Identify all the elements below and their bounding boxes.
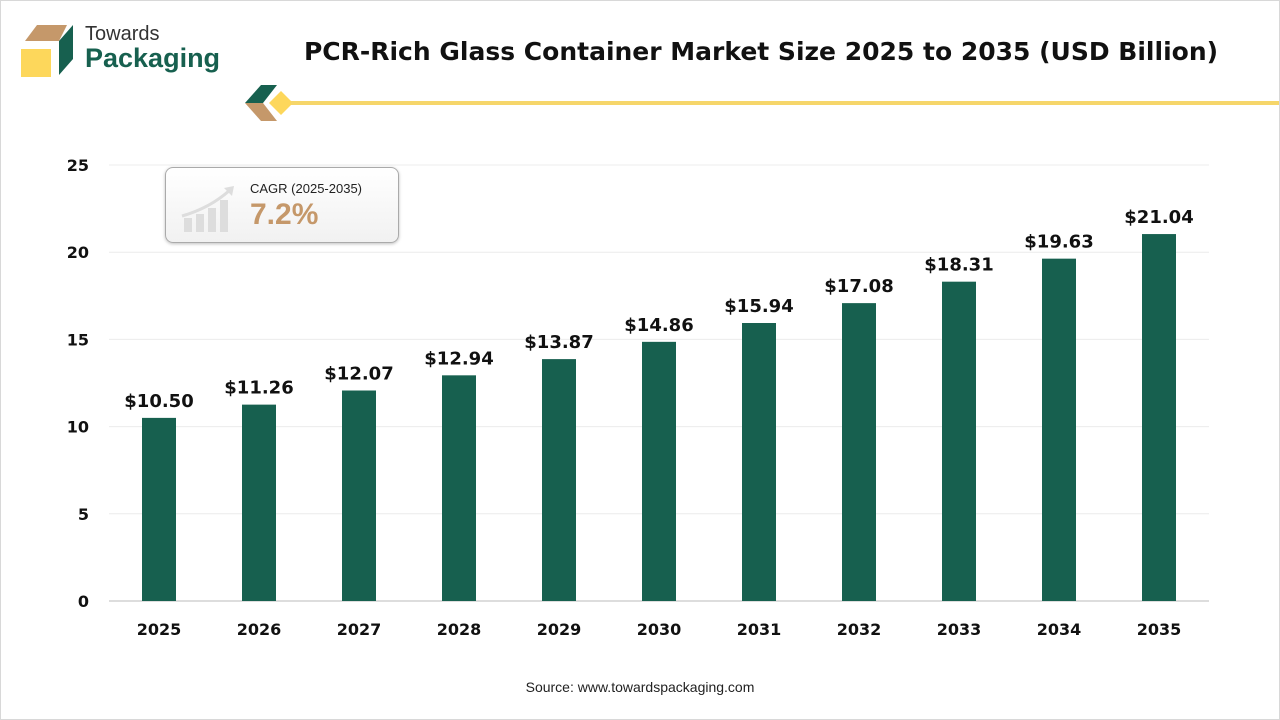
x-tick-label: 2029: [537, 620, 582, 639]
data-label: $12.94: [424, 348, 493, 369]
title-underline-decoration: [245, 85, 1279, 121]
x-tick-label: 2027: [337, 620, 382, 639]
chart-title: PCR-Rich Glass Container Market Size 202…: [303, 37, 1219, 66]
bar: [842, 303, 876, 601]
logo-box-icon: [21, 25, 73, 77]
bar: [742, 323, 776, 601]
data-label: $10.50: [124, 391, 193, 412]
bar: [342, 390, 376, 601]
x-tick-label: 2025: [137, 620, 182, 639]
x-tick-label: 2032: [837, 620, 882, 639]
y-tick-label: 20: [67, 243, 89, 262]
bar: [542, 359, 576, 601]
data-label: $12.07: [324, 363, 393, 384]
data-label: $14.86: [624, 315, 693, 336]
x-tick-label: 2026: [237, 620, 282, 639]
y-tick-label: 25: [67, 156, 89, 175]
x-tick-label: 2033: [937, 620, 982, 639]
cagr-value: 7.2%: [250, 198, 319, 231]
bar: [442, 375, 476, 601]
logo: Towards Packaging: [19, 23, 229, 83]
data-label: $13.87: [524, 332, 593, 353]
data-label: $15.94: [724, 296, 793, 317]
data-label: $21.04: [1124, 207, 1193, 228]
x-tick-label: 2028: [437, 620, 482, 639]
bar: [642, 341, 676, 601]
data-label: $11.26: [224, 378, 293, 399]
bar: [1042, 258, 1076, 601]
logo-text-towards: Towards: [85, 23, 160, 45]
growth-chart-icon: [181, 186, 234, 232]
bar: [942, 281, 976, 601]
cagr-box: CAGR (2025-2035) 7.2%: [165, 167, 399, 243]
y-tick-label: 10: [67, 418, 89, 437]
x-tick-label: 2035: [1137, 620, 1182, 639]
data-label: $19.63: [1024, 232, 1093, 253]
y-tick-label: 5: [78, 505, 89, 524]
x-tick-label: 2030: [637, 620, 682, 639]
logo-text-packaging: Packaging: [85, 43, 221, 73]
bar: [142, 417, 176, 601]
data-label: $17.08: [824, 276, 893, 297]
x-tick-label: 2031: [737, 620, 782, 639]
cagr-label: CAGR (2025-2035): [250, 181, 362, 196]
data-label: $18.31: [924, 255, 993, 276]
bar: [242, 404, 276, 601]
y-tick-label: 0: [78, 592, 89, 611]
x-tick-label: 2034: [1037, 620, 1082, 639]
y-tick-label: 15: [67, 330, 89, 349]
source-note: Source: www.towardspackaging.com: [525, 679, 755, 695]
bar: [1142, 234, 1176, 602]
